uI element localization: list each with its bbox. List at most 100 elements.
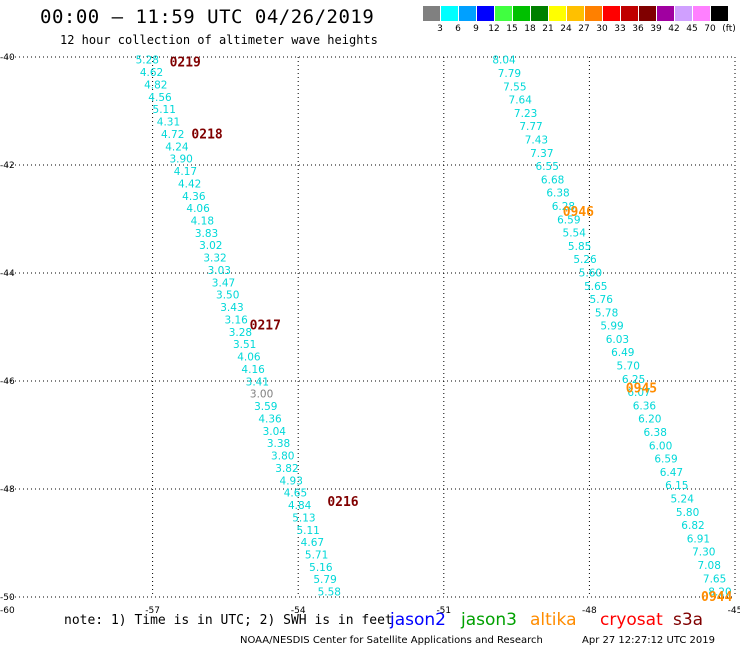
legend-swatch xyxy=(567,6,585,21)
swh-value: 4.17 xyxy=(174,166,197,178)
credit-text: NOAA/NESDIS Center for Satellite Applica… xyxy=(240,635,543,646)
lon-tick-label: -48 xyxy=(582,606,597,616)
swh-value: 3.38 xyxy=(267,438,290,450)
legend-swatch xyxy=(585,6,603,21)
swh-value: 3.47 xyxy=(212,277,235,289)
swh-value: 4.65 xyxy=(284,488,307,500)
swh-value: 5.78 xyxy=(595,307,618,319)
swh-value: 7.37 xyxy=(530,148,553,160)
swh-value: 6.59 xyxy=(557,214,580,226)
legend-label: 18 xyxy=(524,24,536,34)
swh-value: 5.24 xyxy=(671,494,695,506)
sat-s3a: s3a xyxy=(673,610,704,630)
swh-value: 4.36 xyxy=(258,413,282,425)
legend-swatch xyxy=(441,6,459,21)
swh-value: 3.03 xyxy=(208,265,231,277)
pass-time-label: 0946 xyxy=(563,205,594,220)
lon-tick-label: -45 xyxy=(728,606,740,616)
swh-value: 3.90 xyxy=(169,154,192,166)
swh-value: 3.32 xyxy=(203,253,226,265)
swh-value: 4.06 xyxy=(186,203,210,215)
swh-value: 5.11 xyxy=(153,104,176,116)
swh-value: 5.99 xyxy=(600,321,623,333)
swh-value: 3.43 xyxy=(220,302,243,314)
legend-label: 42 xyxy=(668,24,680,34)
legend-label: 39 xyxy=(650,24,662,34)
swh-value: 3.50 xyxy=(216,290,239,302)
swh-value: 6.36 xyxy=(633,400,657,412)
swh-value: 4.72 xyxy=(161,129,184,141)
legend-label: 21 xyxy=(542,24,554,34)
swh-value: 6.38 xyxy=(644,427,667,439)
legend-label: 70 xyxy=(704,24,716,34)
lat-tick-label: -44 xyxy=(0,269,15,279)
swh-value: 4.16 xyxy=(241,364,265,376)
swh-value: 4.42 xyxy=(178,178,201,190)
timestamp-text: Apr 27 12:27:12 UTC 2019 xyxy=(582,635,715,646)
corner-label: -60 xyxy=(0,606,15,616)
legend-label: 45 xyxy=(686,24,698,34)
swh-value: 7.79 xyxy=(498,68,521,80)
legend-swatch xyxy=(513,6,531,21)
swh-value: 3.04 xyxy=(263,426,287,438)
swh-value: 5.26 xyxy=(573,254,597,266)
swh-value: 4.82 xyxy=(144,79,167,91)
legend-label: 33 xyxy=(614,24,626,34)
legend-swatch xyxy=(621,6,639,21)
swh-value: 3.83 xyxy=(195,228,218,240)
legend-label: 9 xyxy=(473,24,479,34)
swh-value: 5.85 xyxy=(568,241,591,253)
swh-value: 3.02 xyxy=(199,240,222,252)
lat-tick-label: -48 xyxy=(0,485,15,495)
swh-value: 5.13 xyxy=(292,512,315,524)
swh-value: 4.06 xyxy=(237,352,261,364)
swh-value: 4.84 xyxy=(288,500,312,512)
pass-time-label: 0944 xyxy=(701,590,732,605)
lon-tick-label: -54 xyxy=(291,606,306,616)
legend-label: 36 xyxy=(632,24,644,34)
swh-value: 3.16 xyxy=(224,314,248,326)
legend-label: 12 xyxy=(488,24,500,34)
legend-unit: (ft) xyxy=(722,24,736,34)
legend-swatch xyxy=(711,6,729,21)
swh-value: 4.56 xyxy=(148,92,172,104)
swh-value: 3.51 xyxy=(233,339,256,351)
swh-value: 7.43 xyxy=(525,134,548,146)
swh-value: 5.28 xyxy=(136,55,159,67)
swh-value: 7.08 xyxy=(698,560,721,572)
swh-value: 8.04 xyxy=(492,55,516,67)
map-subtitle: 12 hour collection of altimeter wave hei… xyxy=(60,33,378,47)
legend-label: 30 xyxy=(596,24,608,34)
swh-value: 5.11 xyxy=(296,525,319,537)
legend-swatch xyxy=(657,6,675,21)
swh-value: 5.79 xyxy=(313,574,336,586)
sat-cryosat: cryosat xyxy=(600,610,663,630)
legend-swatch xyxy=(459,6,477,21)
legend-swatch xyxy=(675,6,693,21)
swh-value: 5.58 xyxy=(318,587,341,599)
pass-time-label: 0945 xyxy=(626,381,657,396)
swh-value: 6.00 xyxy=(649,440,672,452)
swh-value: 3.00 xyxy=(250,389,273,401)
legend-label: 15 xyxy=(506,24,518,34)
legend-label: 6 xyxy=(455,24,461,34)
pass-time-label: 0219 xyxy=(170,55,201,70)
swh-value: 5.65 xyxy=(584,281,607,293)
lon-tick-label: -57 xyxy=(145,606,160,616)
swh-value: 3.41 xyxy=(246,376,269,388)
swh-value: 3.59 xyxy=(254,401,277,413)
legend-swatch xyxy=(639,6,657,21)
swh-value: 6.91 xyxy=(687,533,710,545)
swh-value: 5.80 xyxy=(676,507,699,519)
legend-swatch xyxy=(423,6,441,21)
swh-value: 7.64 xyxy=(509,95,533,107)
legend-swatch xyxy=(477,6,495,21)
swh-value: 4.36 xyxy=(182,191,206,203)
swh-value: 4.62 xyxy=(140,67,163,79)
lat-tick-label: -46 xyxy=(0,377,15,387)
map-title: 00:00 – 11:59 UTC 04/26/2019 xyxy=(40,6,375,28)
swh-value: 5.16 xyxy=(309,562,333,574)
pass-time-label: 0216 xyxy=(327,495,358,510)
swh-value: 5.60 xyxy=(579,267,602,279)
